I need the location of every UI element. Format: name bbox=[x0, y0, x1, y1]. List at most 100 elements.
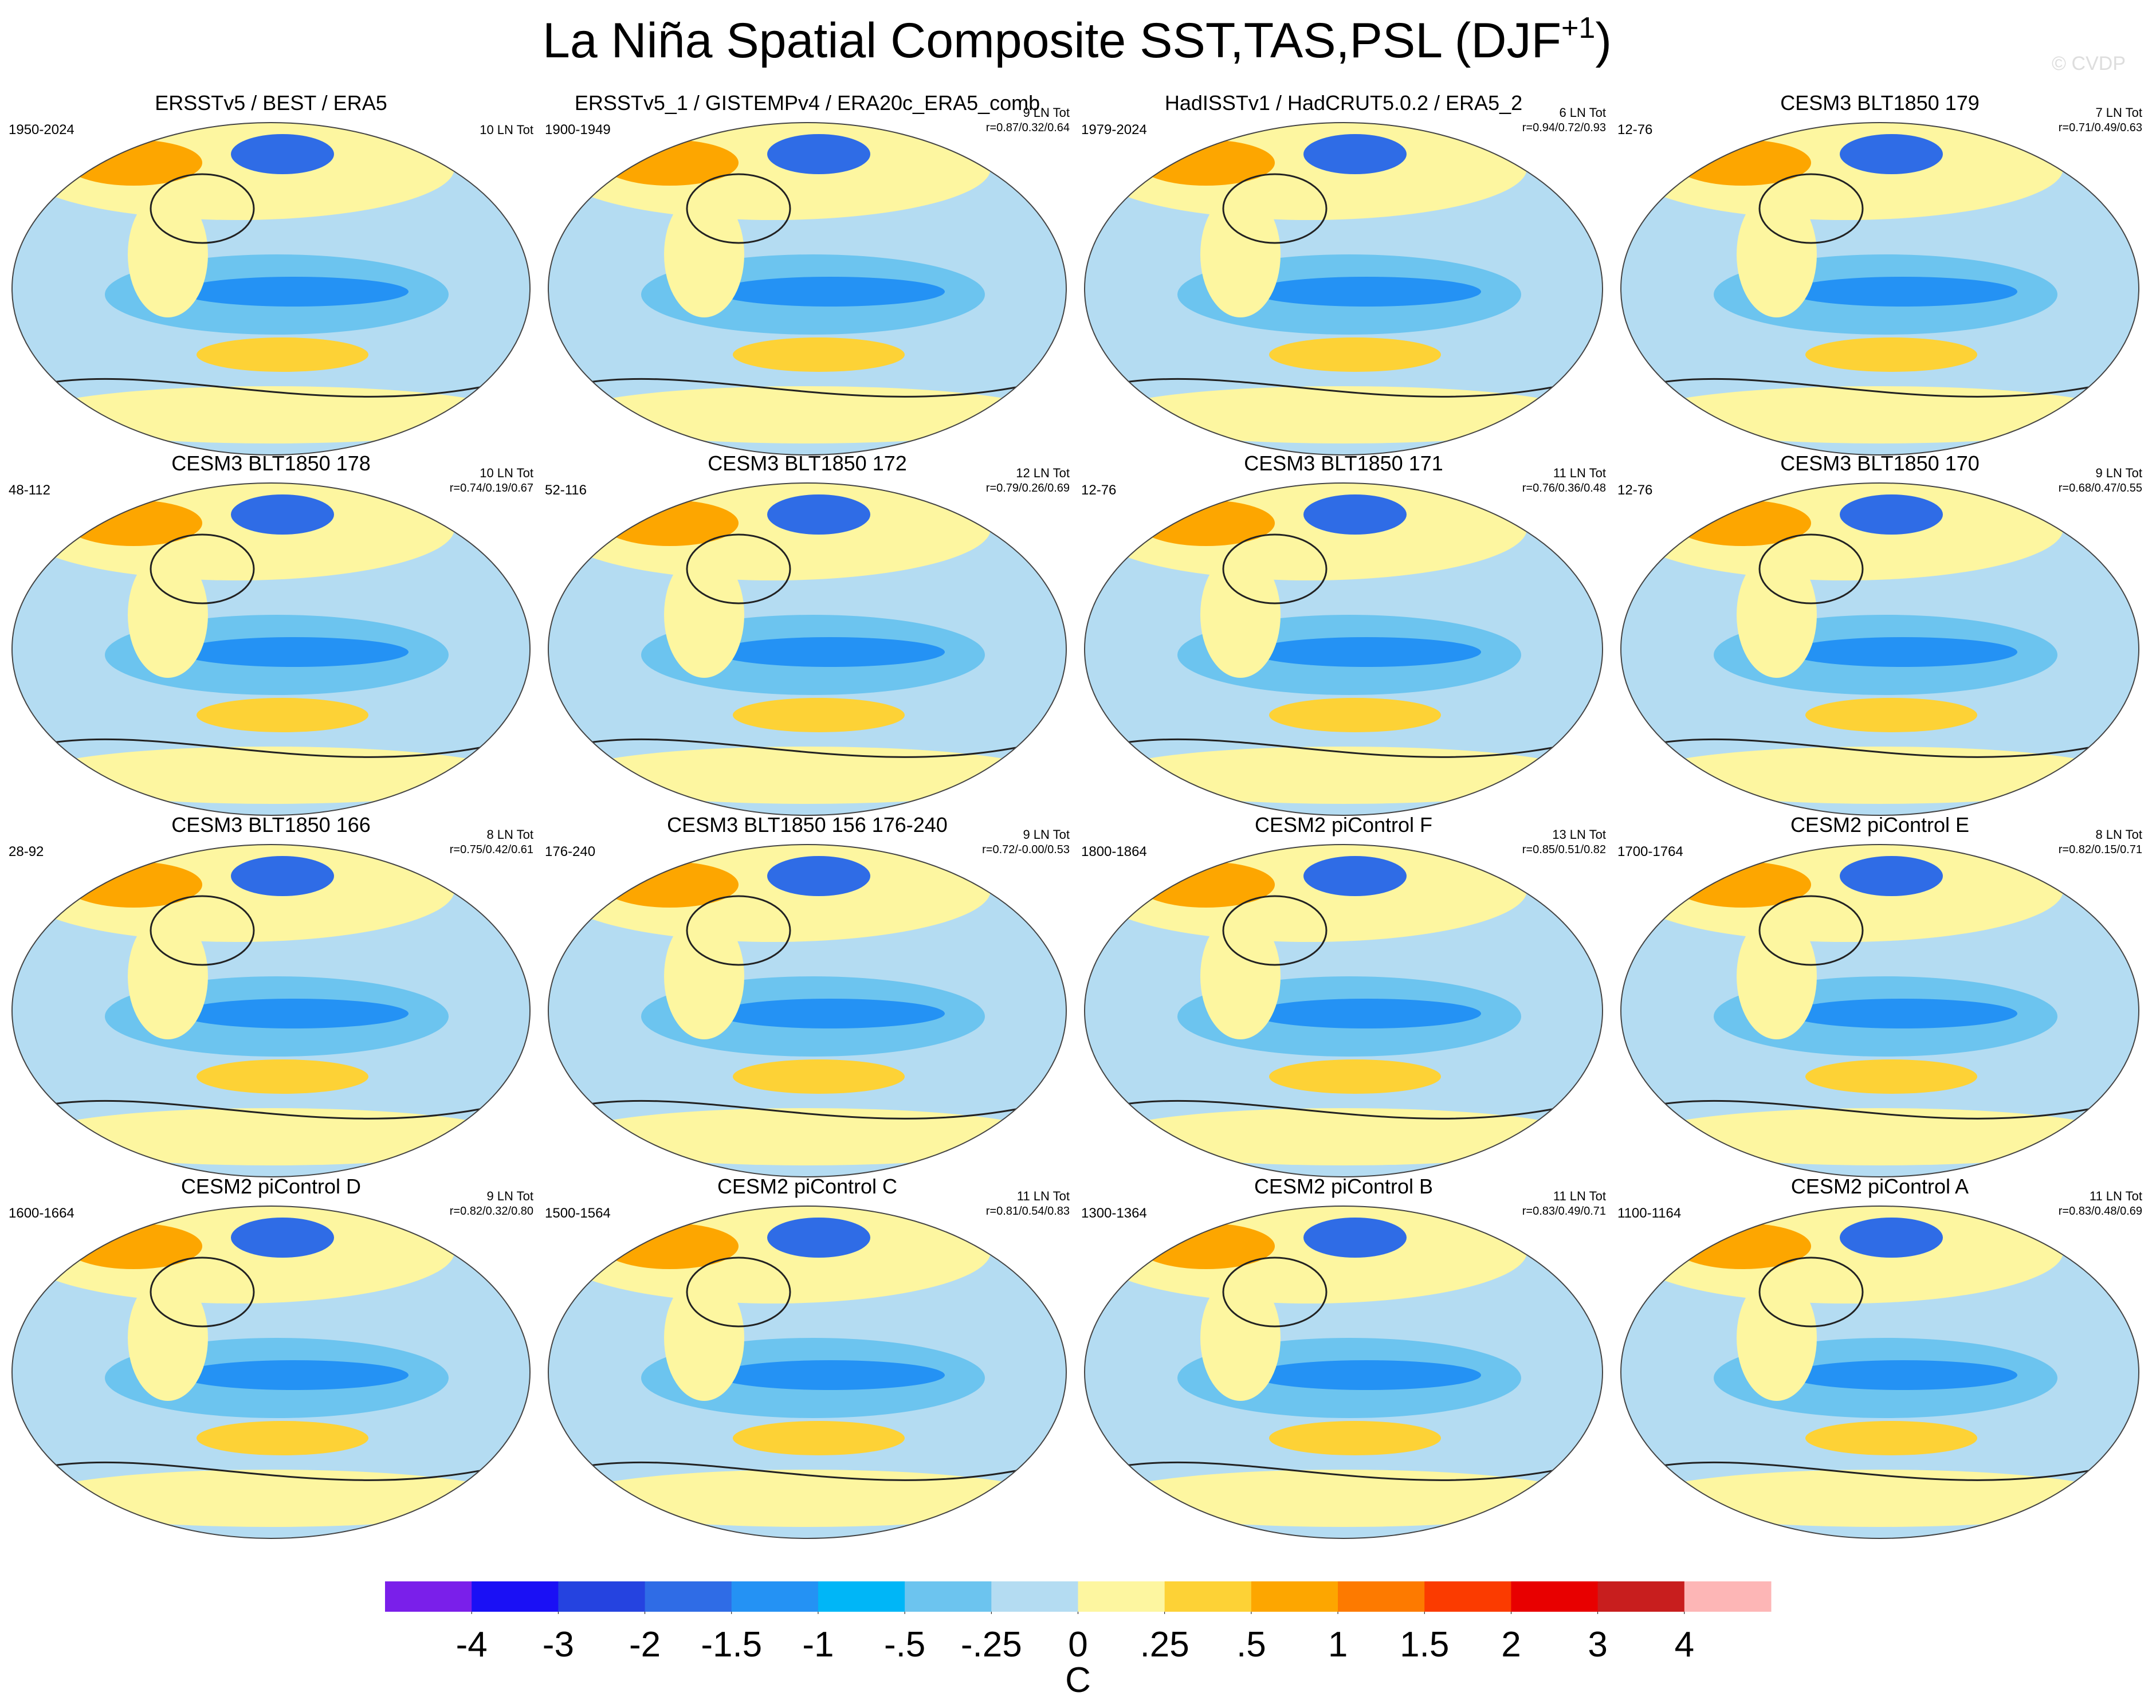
panel-title: CESM2 piControl D bbox=[181, 1175, 361, 1198]
map-warm-west bbox=[1737, 913, 1817, 1039]
map bbox=[548, 123, 1066, 455]
map-warm-west bbox=[128, 913, 208, 1039]
panel-period: 1300-1364 bbox=[1081, 1206, 1147, 1221]
panel-period: 1700-1764 bbox=[1617, 844, 1683, 859]
map-cold-tongue bbox=[179, 1360, 409, 1390]
map-warm-south bbox=[197, 337, 368, 372]
map-warm-north bbox=[19, 123, 454, 220]
map-outline bbox=[1084, 1206, 1603, 1539]
map-outline bbox=[1620, 122, 2139, 456]
panel-period: 52-116 bbox=[545, 482, 587, 498]
panel-count: 10 LN Tot bbox=[480, 123, 533, 137]
map-warm-south bbox=[1269, 698, 1441, 732]
map-south-band bbox=[30, 1470, 512, 1527]
panel-correlation: r=0.82/0.32/0.80 bbox=[450, 1205, 533, 1218]
map-south-band bbox=[567, 1108, 1048, 1165]
panel-count: 11 LN Tot bbox=[1553, 1189, 1606, 1203]
map-cold-tongue bbox=[716, 999, 945, 1028]
map-warm-west bbox=[664, 1275, 744, 1401]
title-main: La Niña Spatial Composite SST,TAS,PSL (D… bbox=[543, 13, 1561, 68]
map bbox=[1085, 483, 1603, 815]
psl-contour bbox=[686, 1257, 791, 1328]
map bbox=[12, 1206, 530, 1538]
map-cold-tongue bbox=[1788, 637, 2017, 667]
map bbox=[548, 845, 1066, 1177]
map-cold-tongue bbox=[1788, 1360, 2017, 1390]
map-warm-west bbox=[1200, 913, 1281, 1039]
map-cold-tongue bbox=[1252, 277, 1481, 307]
panel-title: HadISSTv1 / HadCRUT5.0.2 / ERA5_2 bbox=[1165, 91, 1522, 115]
map-south-band bbox=[30, 747, 512, 804]
colorbar-box bbox=[1424, 1581, 1511, 1612]
map-warm-south bbox=[733, 1059, 905, 1094]
panel-correlation: r=0.75/0.42/0.61 bbox=[450, 843, 533, 856]
map bbox=[548, 1206, 1066, 1538]
map-outline bbox=[1084, 482, 1603, 816]
map-outline bbox=[1620, 1206, 2139, 1539]
map-cold-tongue bbox=[1252, 999, 1481, 1028]
psl-contour bbox=[1102, 378, 1585, 398]
colorbar-tick-label: 1 bbox=[1328, 1625, 1348, 1664]
panel-correlation: r=0.87/0.32/0.64 bbox=[986, 121, 1070, 134]
map bbox=[1085, 845, 1603, 1177]
map-cold-tongue bbox=[1788, 277, 2017, 307]
map-warm-south bbox=[733, 337, 905, 372]
colorbar-tick-label: 1.5 bbox=[1400, 1625, 1449, 1664]
psl-contour bbox=[1222, 173, 1328, 244]
map-cold-patch bbox=[1840, 1218, 1943, 1258]
panel-title: CESM2 piControl C bbox=[717, 1175, 897, 1198]
psl-contour bbox=[566, 378, 1048, 398]
map-outline bbox=[548, 482, 1067, 816]
panel-correlation: r=0.82/0.15/0.71 bbox=[2059, 843, 2142, 856]
panel-correlation: r=0.74/0.19/0.67 bbox=[450, 482, 533, 494]
colorbar-box bbox=[905, 1581, 992, 1612]
map-cold-tongue bbox=[1252, 1360, 1481, 1390]
panel-title: CESM3 BLT1850 156 176-240 bbox=[667, 813, 948, 837]
map-outline bbox=[1620, 844, 2139, 1177]
colorbar-tick-label: 4 bbox=[1675, 1625, 1694, 1664]
map-warm-patch bbox=[1674, 1223, 1811, 1269]
map-warm-patch bbox=[1137, 500, 1275, 546]
panel-correlation: r=0.81/0.54/0.83 bbox=[986, 1205, 1070, 1218]
map-south-band bbox=[1639, 386, 2120, 443]
panel-count: 9 LN Tot bbox=[486, 1189, 533, 1203]
psl-contour bbox=[1639, 1100, 2121, 1120]
watermark: © CVDP bbox=[2052, 53, 2126, 74]
figure-title: La Niña Spatial Composite SST,TAS,PSL (D… bbox=[543, 11, 1612, 68]
psl-contour bbox=[150, 533, 255, 604]
panel-period: 12-76 bbox=[1617, 482, 1652, 498]
map-warm-patch bbox=[65, 862, 202, 908]
map-warm-west bbox=[664, 191, 744, 317]
map-outline bbox=[548, 844, 1067, 1177]
psl-contour bbox=[1758, 533, 1864, 604]
map-warm-patch bbox=[65, 140, 202, 186]
map-warm-patch bbox=[601, 500, 739, 546]
map-south-band bbox=[1639, 1470, 2120, 1527]
psl-contour bbox=[1102, 738, 1585, 758]
panel-count: 11 LN Tot bbox=[1017, 1189, 1070, 1203]
panel-correlation: r=0.94/0.72/0.93 bbox=[1522, 121, 1606, 134]
map-warm-patch bbox=[1674, 862, 1811, 908]
map-outline bbox=[548, 1206, 1067, 1539]
map-warm-north bbox=[1091, 123, 1527, 220]
map-cold-patch bbox=[1303, 494, 1407, 535]
panel-count: 9 LN Tot bbox=[1023, 827, 1070, 842]
map-cold-tongue bbox=[716, 637, 945, 667]
map-warm-west bbox=[128, 1275, 208, 1401]
panel-period: 12-76 bbox=[1081, 482, 1116, 498]
map-south-band bbox=[30, 1108, 512, 1165]
map-warm-patch bbox=[1674, 140, 1811, 186]
psl-contour bbox=[1758, 1257, 1864, 1328]
map-warm-patch bbox=[601, 140, 739, 186]
panel-count: 11 LN Tot bbox=[1553, 466, 1606, 480]
psl-contour bbox=[1102, 1100, 1585, 1120]
map-warm-west bbox=[1200, 1275, 1281, 1401]
psl-contour bbox=[30, 378, 512, 398]
title-end: ) bbox=[1595, 13, 1612, 68]
panel-title: ERSSTv5 / BEST / ERA5 bbox=[155, 91, 387, 115]
map-warm-north bbox=[1091, 845, 1527, 942]
panel-correlation: r=0.72/-0.00/0.53 bbox=[982, 843, 1070, 856]
map-cold-patch bbox=[767, 1218, 870, 1258]
map-warm-south bbox=[733, 698, 905, 732]
panel-period: 1950-2024 bbox=[9, 122, 74, 138]
